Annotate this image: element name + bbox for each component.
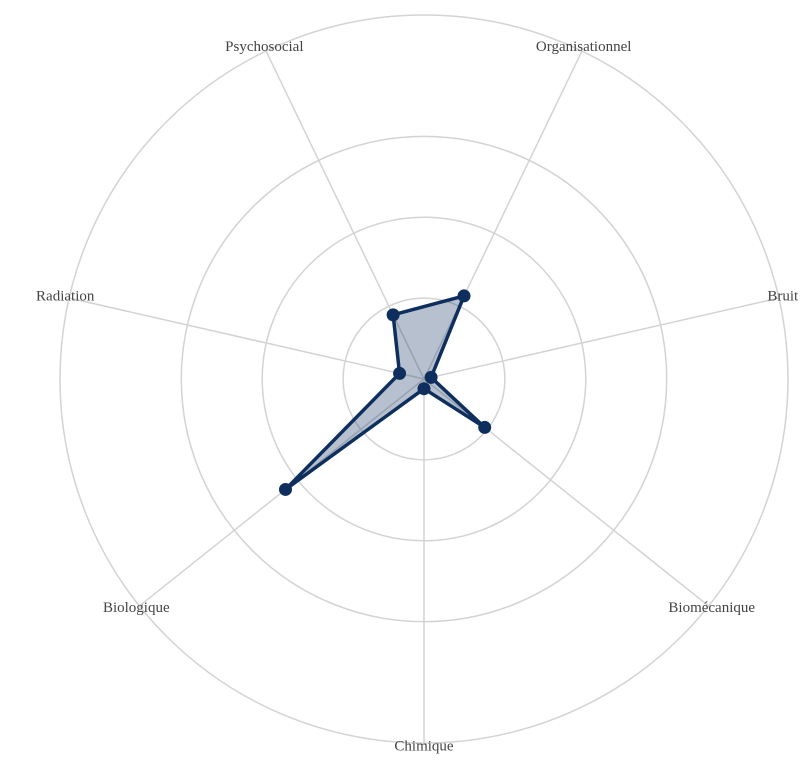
- radar-point: [417, 382, 431, 396]
- axis-spoke: [423, 50, 583, 380]
- radar-point: [386, 308, 400, 322]
- axis-spoke: [423, 297, 780, 380]
- axis-label: Biomécanique: [668, 600, 755, 616]
- axis-spoke: [265, 50, 425, 380]
- radar-point: [393, 366, 407, 380]
- axis-label: Organisationnel: [536, 39, 632, 55]
- axis-label: Psychosocial: [225, 39, 303, 55]
- radar-point: [424, 370, 438, 384]
- axis-label: Bruit: [767, 289, 799, 305]
- radar-point: [478, 420, 492, 434]
- axis-label: Biologique: [103, 600, 170, 616]
- radar-area: [283, 294, 487, 492]
- axis-label: Radiation: [36, 289, 95, 305]
- axis-spoke: [68, 297, 425, 380]
- radar-point: [279, 482, 293, 496]
- axis-label: Chimique: [394, 738, 454, 754]
- radar-point: [457, 289, 471, 303]
